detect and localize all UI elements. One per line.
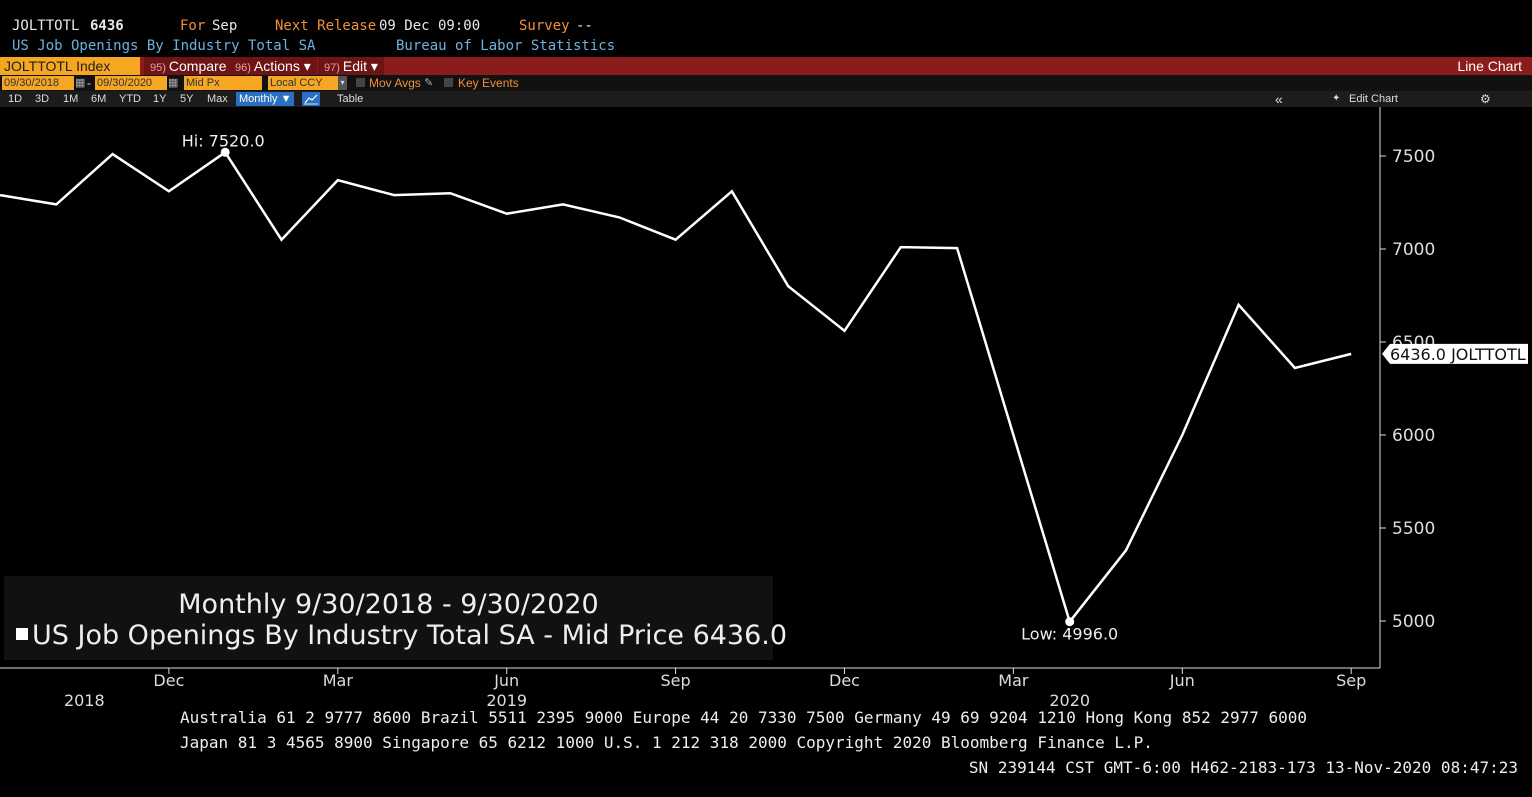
collapse-icon[interactable]: « bbox=[1275, 91, 1283, 107]
key-events-checkbox[interactable] bbox=[444, 78, 453, 87]
x-tick-label: Jun bbox=[493, 671, 519, 690]
y-tick-label: 5500 bbox=[1392, 519, 1435, 539]
y-tick-label: 7500 bbox=[1392, 147, 1435, 167]
x-year-label: 2018 bbox=[64, 691, 105, 707]
period-5y[interactable]: 5Y bbox=[180, 93, 194, 105]
security-field[interactable]: JOLTTOTL Index bbox=[0, 57, 140, 75]
chart-type-label[interactable]: Line Chart bbox=[1457, 58, 1522, 74]
period-bar: 1D 3D 1M 6M YTD 1Y 5Y Max Monthly ▼ Tabl… bbox=[0, 91, 1532, 107]
date-separator: - bbox=[87, 76, 91, 90]
end-date-field[interactable]: 09/30/2020 bbox=[95, 76, 167, 90]
for-value: Sep bbox=[212, 18, 238, 34]
legend-box: Monthly 9/30/2018 - 9/30/2020 US Job Ope… bbox=[4, 576, 787, 660]
currency-select[interactable]: Local CCY bbox=[268, 76, 338, 90]
legend-title: Monthly 9/30/2018 - 9/30/2020 bbox=[178, 589, 599, 620]
period-1y[interactable]: 1Y bbox=[153, 93, 167, 105]
x-year-label: 2019 bbox=[486, 691, 527, 707]
gear-icon[interactable]: ⚙ bbox=[1480, 92, 1491, 106]
x-tick-label: Mar bbox=[998, 671, 1029, 690]
key-events-label[interactable]: Key Events bbox=[458, 76, 519, 90]
compare-label: Compare bbox=[168, 58, 227, 74]
calendar-icon[interactable]: ▦ bbox=[168, 77, 179, 89]
legend-series-entry: US Job Openings By Industry Total SA - M… bbox=[16, 620, 787, 651]
survey-value: -- bbox=[576, 18, 593, 34]
period-max[interactable]: Max bbox=[207, 93, 228, 105]
last-value-tag bbox=[1382, 343, 1528, 364]
survey-label: Survey bbox=[519, 18, 570, 34]
footer-contacts-line1: Australia 61 2 9777 8600 Brazil 5511 239… bbox=[180, 708, 1308, 727]
edit-button[interactable]: 97) Edit ▾ bbox=[318, 57, 384, 75]
frequency-select[interactable]: Monthly ▼ bbox=[236, 92, 295, 106]
x-year-label: 2020 bbox=[1049, 691, 1090, 707]
low-annotation: Low: 4996.0 bbox=[1021, 625, 1118, 644]
for-label: For bbox=[180, 18, 206, 34]
y-tick-label: 6000 bbox=[1392, 426, 1435, 446]
x-tick-label: Jun bbox=[1169, 671, 1195, 690]
last-value-label: 6436.0 JOLTTOTL bbox=[1390, 345, 1526, 364]
x-tick-label: Mar bbox=[323, 671, 354, 690]
period-6m[interactable]: 6M bbox=[91, 93, 107, 105]
calendar-icon[interactable]: ▦ bbox=[75, 77, 86, 89]
y-tick-label: 7000 bbox=[1392, 240, 1435, 260]
chevron-down-icon[interactable]: ▾ bbox=[338, 76, 347, 90]
start-date-field[interactable]: 09/30/2018 bbox=[2, 76, 74, 90]
compare-number: 95) bbox=[150, 62, 166, 74]
last-value: 6436 bbox=[90, 18, 124, 34]
price-field-select[interactable]: Mid Px bbox=[184, 76, 262, 90]
edit-label: Edit ▾ bbox=[342, 58, 378, 74]
actions-button[interactable]: 96) Actions ▾ bbox=[229, 57, 317, 75]
low-point-marker bbox=[1065, 617, 1075, 627]
footer-session-info: SN 239144 CST GMT-6:00 H462-2183-173 13-… bbox=[968, 758, 1518, 777]
command-bar: JOLTTOTL Index 95) Compare 96) Actions ▾ 9… bbox=[0, 57, 1532, 75]
edit-number: 97) bbox=[324, 62, 340, 74]
period-1m[interactable]: 1M bbox=[63, 93, 79, 105]
footer-contacts-line2: Japan 81 3 4565 8900 Singapore 65 6212 1… bbox=[180, 733, 1153, 752]
pencil-icon[interactable]: ✎ bbox=[424, 77, 434, 89]
period-ytd[interactable]: YTD bbox=[119, 93, 141, 105]
next-release-label: Next Release bbox=[275, 18, 377, 34]
legend-series-label: US Job Openings By Industry Total SA - M… bbox=[32, 620, 684, 651]
period-1d[interactable]: 1D bbox=[8, 93, 23, 105]
x-tick-label: Sep bbox=[1336, 671, 1366, 690]
y-tick-label: 5000 bbox=[1392, 612, 1435, 632]
actions-label: Actions ▾ bbox=[253, 58, 311, 74]
high-annotation: Hi: 7520.0 bbox=[182, 131, 265, 150]
next-release-value: 09 Dec 09:00 bbox=[379, 18, 481, 34]
period-3d[interactable]: 3D bbox=[35, 93, 50, 105]
x-tick-label: Dec bbox=[153, 671, 184, 690]
series-line bbox=[0, 150, 1352, 625]
high-point-marker bbox=[220, 147, 230, 157]
ticker: JOLTTOTL bbox=[12, 18, 80, 34]
legend-series-value: 6436.0 bbox=[692, 620, 788, 651]
magic-wand-icon: ✦ bbox=[1332, 93, 1341, 104]
series-description: US Job Openings By Industry Total SA bbox=[12, 38, 316, 54]
settings-bar: 09/30/2018 ▦ - 09/30/2020 ▦ Mid Px Local… bbox=[0, 75, 1532, 91]
table-button[interactable]: Table bbox=[337, 93, 364, 105]
data-source: Bureau of Labor Statistics bbox=[396, 38, 616, 54]
mov-avgs-checkbox[interactable] bbox=[356, 78, 365, 87]
actions-number: 96) bbox=[235, 62, 251, 74]
mov-avgs-label[interactable]: Mov Avgs bbox=[369, 76, 421, 90]
line-chart-icon[interactable] bbox=[302, 92, 320, 106]
edit-chart-button[interactable]: Edit Chart bbox=[1349, 93, 1398, 105]
x-tick-label: Dec bbox=[829, 671, 860, 690]
compare-button[interactable]: 95) Compare bbox=[144, 57, 233, 75]
x-tick-label: Sep bbox=[661, 671, 691, 690]
legend-swatch bbox=[16, 628, 28, 640]
